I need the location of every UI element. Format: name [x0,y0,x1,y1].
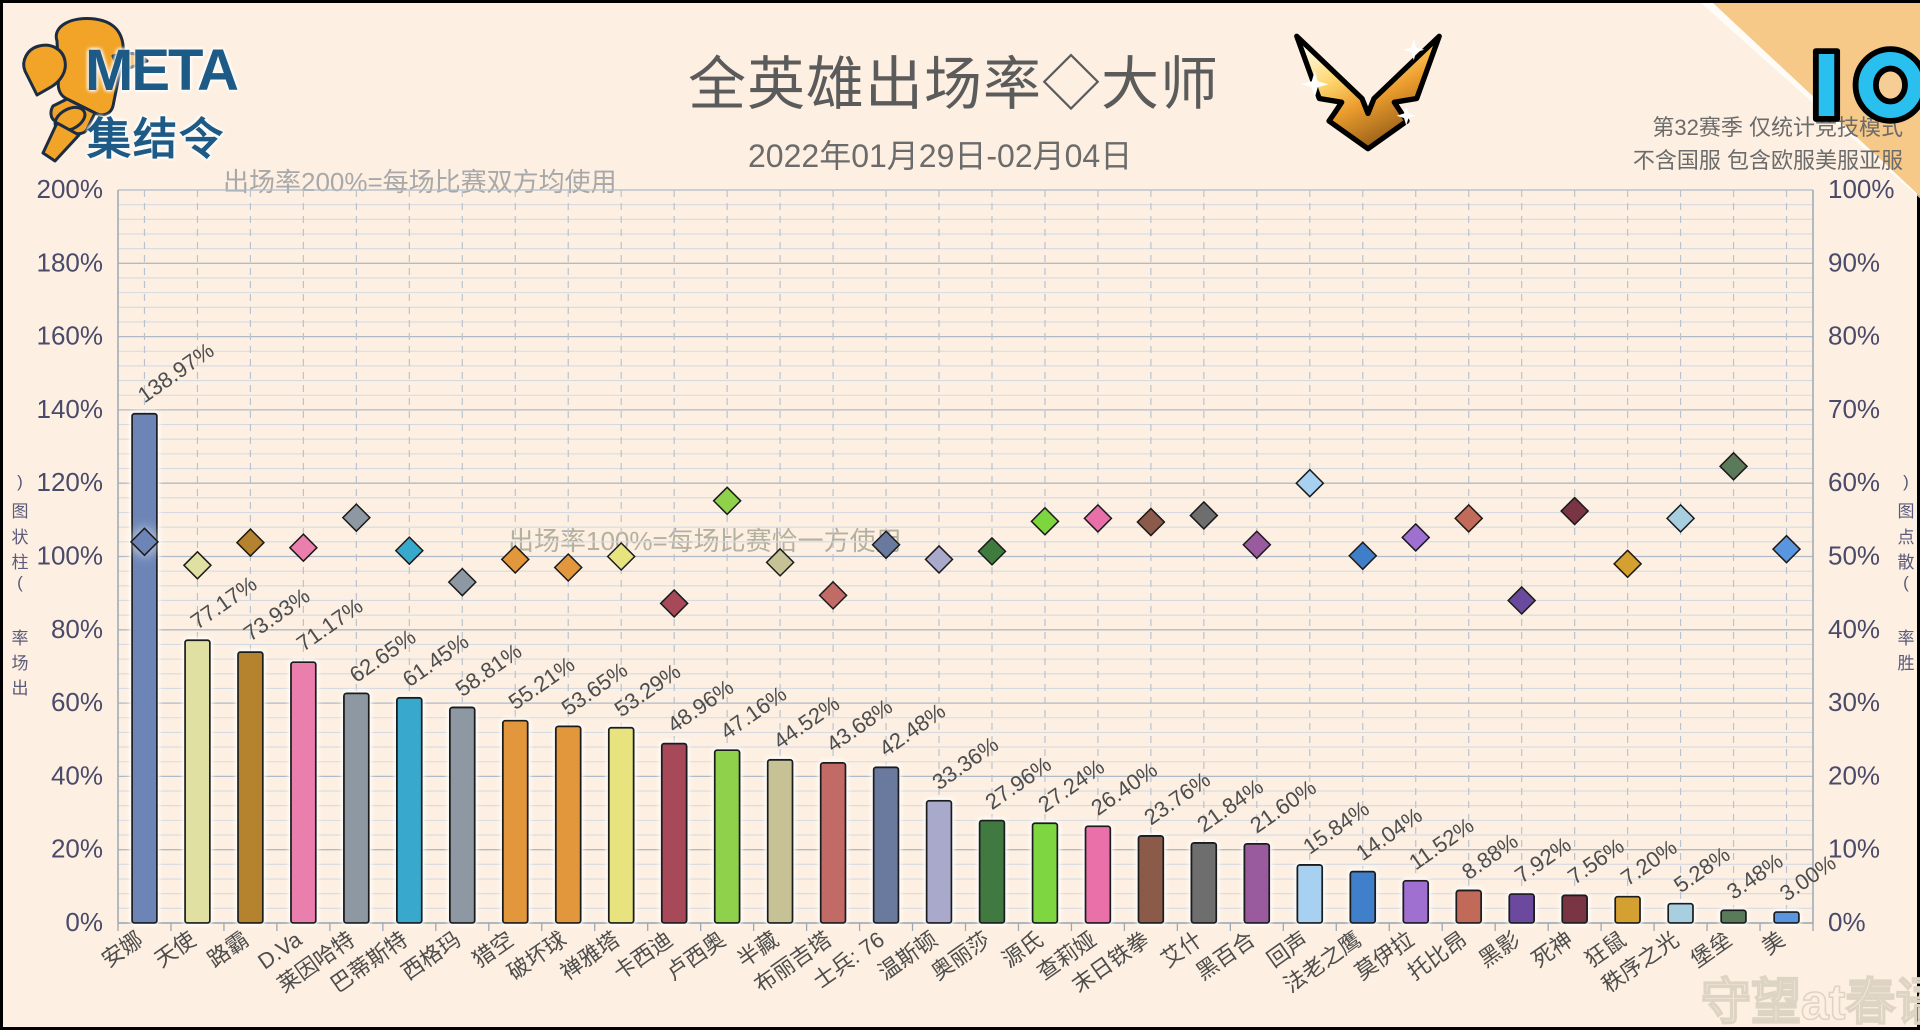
svg-text:莫伊拉: 莫伊拉 [1350,927,1418,985]
svg-text:美: 美 [1757,927,1789,960]
svg-text:托比昂: 托比昂 [1403,927,1471,985]
svg-text:100%: 100% [1828,174,1895,204]
svg-text:30%: 30% [1828,687,1880,717]
svg-text:120%: 120% [37,467,104,497]
svg-text:路霸: 路霸 [203,927,253,973]
svg-text:80%: 80% [1828,321,1880,351]
svg-text:60%: 60% [1828,467,1880,497]
svg-text:西格玛: 西格玛 [397,927,465,985]
svg-text:50%: 50% [1828,541,1880,571]
svg-text:10%: 10% [1828,834,1880,864]
svg-text:90%: 90% [1828,247,1880,277]
svg-text:黑影: 黑影 [1474,927,1524,973]
svg-text:禅雅塔: 禅雅塔 [556,927,624,985]
svg-text:卡西迪: 卡西迪 [609,927,677,985]
svg-text:卢西奥: 卢西奥 [662,927,730,985]
svg-text:3.48%: 3.48% [1722,848,1787,904]
svg-text:60%: 60% [51,687,103,717]
svg-text:200%: 200% [37,174,104,204]
svg-text:80%: 80% [51,614,103,644]
svg-text:20%: 20% [1828,760,1880,790]
svg-text:安娜: 安娜 [97,927,147,973]
svg-text:奥丽莎: 奥丽莎 [926,927,994,985]
svg-text:黑百合: 黑百合 [1191,927,1259,985]
svg-text:破坏球: 破坏球 [503,927,571,985]
svg-text:死神: 死神 [1527,927,1577,973]
svg-text:40%: 40% [51,760,103,790]
svg-text:180%: 180% [37,247,104,277]
svg-text:70%: 70% [1828,394,1880,424]
svg-text:0%: 0% [65,907,103,937]
svg-text:40%: 40% [1828,614,1880,644]
svg-text:堡垒: 堡垒 [1686,927,1736,973]
svg-text:温斯顿: 温斯顿 [873,927,941,985]
svg-text:天使: 天使 [150,927,200,973]
svg-text:140%: 140% [37,394,104,424]
svg-text:160%: 160% [37,321,104,351]
svg-text:138.97%: 138.97% [133,337,218,407]
svg-text:20%: 20% [51,834,103,864]
svg-text:100%: 100% [37,541,104,571]
svg-text:0%: 0% [1828,907,1866,937]
svg-text:7.92%: 7.92% [1510,832,1575,888]
svg-text:7.56%: 7.56% [1563,833,1628,889]
